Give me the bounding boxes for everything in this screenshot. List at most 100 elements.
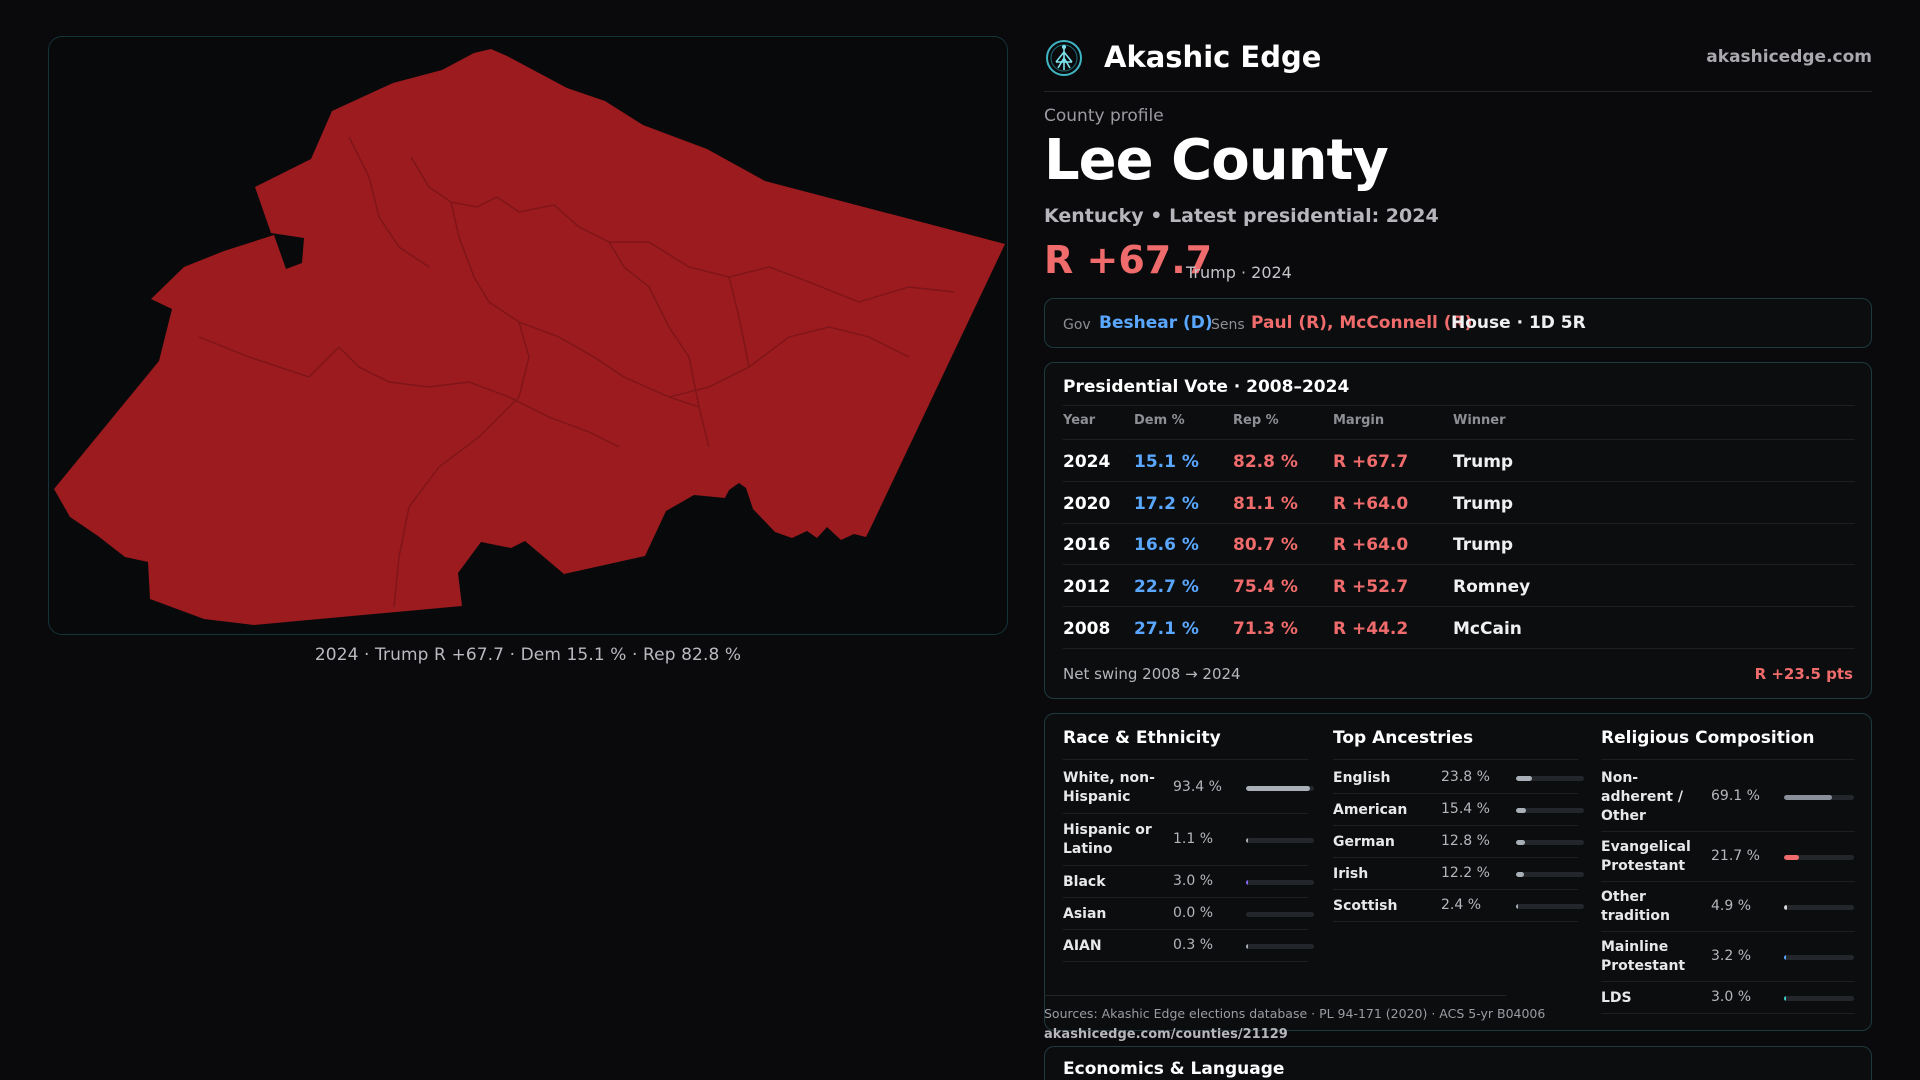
cell-rep: 82.8 % bbox=[1233, 452, 1298, 472]
cell-rep: 80.7 % bbox=[1233, 535, 1298, 555]
share-bar bbox=[1246, 838, 1314, 843]
brand-name[interactable]: Akashic Edge bbox=[1104, 40, 1322, 74]
share-bar bbox=[1784, 955, 1854, 960]
row-value: 69.1 % bbox=[1711, 788, 1760, 804]
row-value: 15.4 % bbox=[1441, 801, 1490, 817]
row-label: Irish bbox=[1333, 865, 1369, 882]
row-value: 21.7 % bbox=[1711, 848, 1760, 864]
share-bar bbox=[1784, 855, 1854, 860]
row-label: White, non-Hispanic bbox=[1063, 770, 1155, 805]
row-label: Mainline Protestant bbox=[1601, 939, 1686, 974]
tree-of-life-icon[interactable] bbox=[1044, 38, 1084, 78]
col-header-dem: Dem % bbox=[1134, 413, 1185, 428]
headline-margin: R +67.7 bbox=[1044, 238, 1213, 282]
cell-winner: Trump bbox=[1453, 494, 1514, 514]
share-bar-fill bbox=[1784, 855, 1800, 860]
list-item: Evangelical Protestant 21.7 % bbox=[1601, 832, 1855, 882]
row-value: 12.8 % bbox=[1441, 833, 1490, 849]
divider bbox=[1063, 523, 1855, 524]
cell-year: 2008 bbox=[1063, 619, 1111, 639]
county-shape-map[interactable] bbox=[49, 37, 1008, 635]
col-header-year: Year bbox=[1063, 413, 1096, 428]
divider bbox=[1044, 995, 1506, 996]
headline-margin-note: Trump · 2024 bbox=[1186, 263, 1292, 282]
row-value: 3.0 % bbox=[1173, 873, 1214, 889]
row-label: LDS bbox=[1601, 989, 1632, 1006]
cell-dem: 27.1 % bbox=[1134, 619, 1199, 639]
cell-rep: 81.1 % bbox=[1233, 494, 1298, 514]
share-bar bbox=[1784, 795, 1854, 800]
col-header-winner: Winner bbox=[1453, 413, 1506, 428]
share-bar-fill bbox=[1784, 905, 1788, 910]
divider bbox=[1063, 481, 1855, 482]
share-bar bbox=[1516, 840, 1584, 845]
list-item: Non-adherent / Other 69.1 % bbox=[1601, 762, 1855, 832]
cell-winner: McCain bbox=[1453, 619, 1522, 639]
list-item: Irish 12.2 % bbox=[1333, 858, 1584, 890]
presidential-title: Presidential Vote · 2008–2024 bbox=[1063, 377, 1350, 397]
cell-margin: R +64.0 bbox=[1333, 494, 1409, 514]
divider bbox=[1063, 606, 1855, 607]
brand-site-link[interactable]: akashicedge.com bbox=[1706, 47, 1872, 67]
table-row: 2012 22.7 % 75.4 % R +52.7 Romney bbox=[1045, 568, 1873, 609]
race-title: Race & Ethnicity bbox=[1063, 728, 1221, 748]
profile-kicker: County profile bbox=[1044, 106, 1164, 126]
share-bar bbox=[1784, 996, 1854, 1001]
table-row: 2016 16.6 % 80.7 % R +64.0 Trump bbox=[1045, 526, 1873, 567]
row-value: 4.9 % bbox=[1711, 898, 1752, 914]
county-shape[interactable] bbox=[54, 49, 1005, 625]
row-value: 3.2 % bbox=[1711, 948, 1752, 964]
list-item: Mainline Protestant 3.2 % bbox=[1601, 932, 1855, 982]
sources-link[interactable]: akashicedge.com/counties/21129 bbox=[1044, 1027, 1288, 1042]
row-value: 0.0 % bbox=[1173, 905, 1214, 921]
share-bar bbox=[1784, 905, 1854, 910]
cell-margin: R +67.7 bbox=[1333, 452, 1409, 472]
divider bbox=[1063, 439, 1855, 440]
list-item: English 23.8 % bbox=[1333, 762, 1584, 794]
share-bar-fill bbox=[1516, 872, 1525, 877]
list-item: Hispanic or Latino 1.1 % bbox=[1063, 814, 1314, 866]
share-bar-fill bbox=[1246, 838, 1248, 843]
list-item: German 12.8 % bbox=[1333, 826, 1584, 858]
share-bar bbox=[1516, 808, 1584, 813]
cell-winner: Trump bbox=[1453, 535, 1514, 555]
share-bar-fill bbox=[1516, 776, 1533, 781]
share-bar-fill bbox=[1784, 955, 1787, 960]
list-item: Scottish 2.4 % bbox=[1333, 890, 1584, 922]
row-value: 0.3 % bbox=[1173, 937, 1214, 953]
county-map[interactable] bbox=[48, 36, 1008, 635]
cell-dem: 22.7 % bbox=[1134, 577, 1199, 597]
cell-winner: Romney bbox=[1453, 577, 1531, 597]
share-bar bbox=[1246, 880, 1314, 885]
col-header-margin: Margin bbox=[1333, 413, 1385, 428]
divider bbox=[1063, 759, 1308, 760]
religion-title: Religious Composition bbox=[1601, 728, 1815, 748]
row-label: Asian bbox=[1063, 905, 1107, 922]
officials-bar: Gov Beshear (D) Sens Paul (R), McConnell… bbox=[1044, 298, 1872, 348]
list-item: American 15.4 % bbox=[1333, 794, 1584, 826]
row-label: German bbox=[1333, 833, 1395, 850]
row-label: AIAN bbox=[1063, 937, 1102, 954]
row-label: Hispanic or Latino bbox=[1063, 822, 1152, 857]
col-header-rep: Rep % bbox=[1233, 413, 1279, 428]
share-bar-fill bbox=[1516, 904, 1518, 909]
cell-margin: R +52.7 bbox=[1333, 577, 1409, 597]
share-bar-fill bbox=[1516, 808, 1527, 813]
sens-label: Sens bbox=[1211, 317, 1245, 333]
share-bar bbox=[1516, 872, 1584, 877]
list-item: LDS 3.0 % bbox=[1601, 982, 1855, 1014]
economics-card: Economics & Language bbox=[1044, 1046, 1872, 1080]
row-value: 93.4 % bbox=[1173, 779, 1222, 795]
cell-dem: 16.6 % bbox=[1134, 535, 1199, 555]
cell-rep: 75.4 % bbox=[1233, 577, 1298, 597]
divider bbox=[1333, 759, 1578, 760]
ancestry-title: Top Ancestries bbox=[1333, 728, 1474, 748]
cell-dem: 17.2 % bbox=[1134, 494, 1199, 514]
share-bar bbox=[1246, 912, 1314, 917]
table-row: 2020 17.2 % 81.1 % R +64.0 Trump bbox=[1045, 485, 1873, 526]
row-label: Non-adherent / Other bbox=[1601, 769, 1683, 824]
list-item: Asian 0.0 % bbox=[1063, 898, 1314, 930]
list-item: AIAN 0.3 % bbox=[1063, 930, 1314, 962]
table-row: 2024 15.1 % 82.8 % R +67.7 Trump bbox=[1045, 443, 1873, 484]
cell-year: 2012 bbox=[1063, 577, 1111, 597]
